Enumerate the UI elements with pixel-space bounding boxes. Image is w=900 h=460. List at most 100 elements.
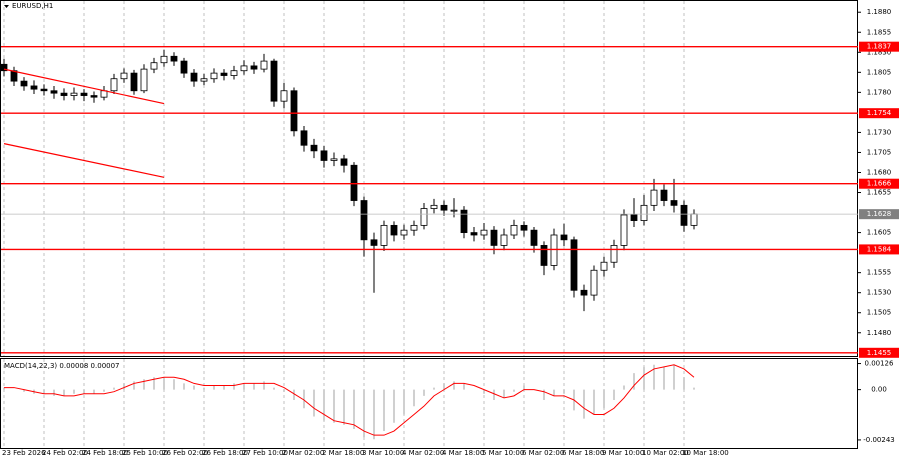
x-tick-label: 10 Mar 02:00 xyxy=(642,449,689,457)
x-tick-label: 26 Feb 02:00 xyxy=(162,449,208,457)
y-tick-label: 1.1730 xyxy=(867,128,892,136)
candle-body xyxy=(410,224,418,231)
candle-body xyxy=(250,65,258,70)
macd-title: MACD(14,22,3) 0.00008 0.00007 xyxy=(4,362,120,370)
candle-body xyxy=(210,72,218,80)
level-label: 1.1666 xyxy=(867,180,892,188)
y-tick-label: 1.1555 xyxy=(867,269,892,277)
candle-body xyxy=(380,224,388,246)
candle-body xyxy=(440,204,448,211)
candle-body xyxy=(80,92,88,96)
candle-body xyxy=(600,261,608,271)
candle-body xyxy=(530,229,538,246)
level-label-box xyxy=(859,41,899,52)
candle-body xyxy=(620,214,628,246)
candle-body xyxy=(690,213,698,226)
y-tick-label: 1.1655 xyxy=(867,189,892,197)
candle-body xyxy=(190,72,198,82)
y-tick-label: 1.1680 xyxy=(867,168,892,176)
trend-line xyxy=(3,68,165,105)
menu-arrow xyxy=(4,5,9,8)
candle-body xyxy=(460,209,468,233)
candle-body xyxy=(520,224,528,231)
candle-body xyxy=(660,189,668,201)
x-tick-label: 6 Mar 18:00 xyxy=(562,449,604,457)
candle-body xyxy=(580,289,588,296)
x-tick-label: 2 Mar 18:00 xyxy=(322,449,364,457)
x-tick-label: 5 Mar 10:00 xyxy=(482,449,524,457)
candle-body xyxy=(370,239,378,246)
x-tick-label: 4 Mar 18:00 xyxy=(442,449,484,457)
candle-body xyxy=(330,158,338,161)
trend-line xyxy=(3,143,165,178)
level-label: 1.1455 xyxy=(867,349,892,357)
level-label: 1.1754 xyxy=(867,109,892,117)
candle-body xyxy=(480,229,488,236)
candle-body xyxy=(110,78,118,92)
candle-body xyxy=(310,144,318,152)
y-tick-label: 1.1605 xyxy=(867,229,892,237)
candle-body xyxy=(30,85,38,90)
level-label-box xyxy=(859,178,899,189)
main-panel xyxy=(0,0,858,357)
x-tick-label: 23 Feb 2026 xyxy=(2,449,46,457)
candle-body xyxy=(160,55,168,64)
level-label: 1.1584 xyxy=(867,245,892,253)
candle-body xyxy=(300,130,308,146)
candle-body xyxy=(680,204,688,226)
x-tick-label: 10 Mar 18:00 xyxy=(682,449,729,457)
last-price-label: 1.1628 xyxy=(867,210,892,218)
candle-body xyxy=(90,95,98,98)
candle-body xyxy=(290,90,298,132)
macd-panel xyxy=(0,358,858,449)
candle-body xyxy=(240,65,248,72)
candle-body xyxy=(650,189,658,206)
x-tick-label: 4 Mar 02:00 xyxy=(402,449,444,457)
candle-body xyxy=(360,200,368,241)
candle-body xyxy=(140,68,148,92)
candle-body xyxy=(490,229,498,246)
y-tick-label: -0.00243 xyxy=(863,436,894,444)
candle-body xyxy=(230,70,238,76)
candle-body xyxy=(220,72,228,76)
y-tick-label: 1.1505 xyxy=(867,309,892,317)
level-label-box xyxy=(859,347,899,358)
candle-body xyxy=(0,63,8,72)
candle-body xyxy=(270,60,278,102)
x-tick-label: 24 Feb 02:00 xyxy=(42,449,88,457)
candle-body xyxy=(170,55,178,62)
y-tick-label: 0.00 xyxy=(871,386,887,394)
candle-body xyxy=(630,214,638,221)
x-tick-label: 2 Mar 02:00 xyxy=(282,449,324,457)
candle-body xyxy=(20,80,28,87)
candle-body xyxy=(570,239,578,291)
candle-body xyxy=(340,158,348,166)
candle-body xyxy=(390,224,398,236)
candle-body xyxy=(640,204,648,221)
candle-body xyxy=(560,234,568,241)
last-price-box xyxy=(859,209,899,220)
candle-body xyxy=(150,62,158,70)
candle-body xyxy=(120,72,128,80)
candle-body xyxy=(130,72,138,92)
candle-body xyxy=(550,234,558,266)
y-tick-label: 1.1855 xyxy=(867,28,892,36)
y-tick-label: 1.1780 xyxy=(867,88,892,96)
level-label-box xyxy=(859,108,899,119)
chart-title: EURUSD,H1 xyxy=(12,2,53,10)
y-tick-label: 1.1705 xyxy=(867,148,892,156)
y-tick-label: 1.1880 xyxy=(867,8,892,16)
candle-body xyxy=(350,164,358,201)
x-tick-label: 25 Feb 10:00 xyxy=(122,449,168,457)
candle-body xyxy=(470,232,478,236)
x-tick-label: 27 Feb 10:00 xyxy=(242,449,288,457)
candle-body xyxy=(40,88,48,92)
y-tick-label: 1.1530 xyxy=(867,289,892,297)
candle-body xyxy=(670,200,678,206)
candle-body xyxy=(180,60,188,74)
level-label: 1.1837 xyxy=(867,43,892,51)
candle-body xyxy=(70,92,78,96)
candle-body xyxy=(60,92,68,96)
x-tick-label: 24 Feb 18:00 xyxy=(82,449,128,457)
